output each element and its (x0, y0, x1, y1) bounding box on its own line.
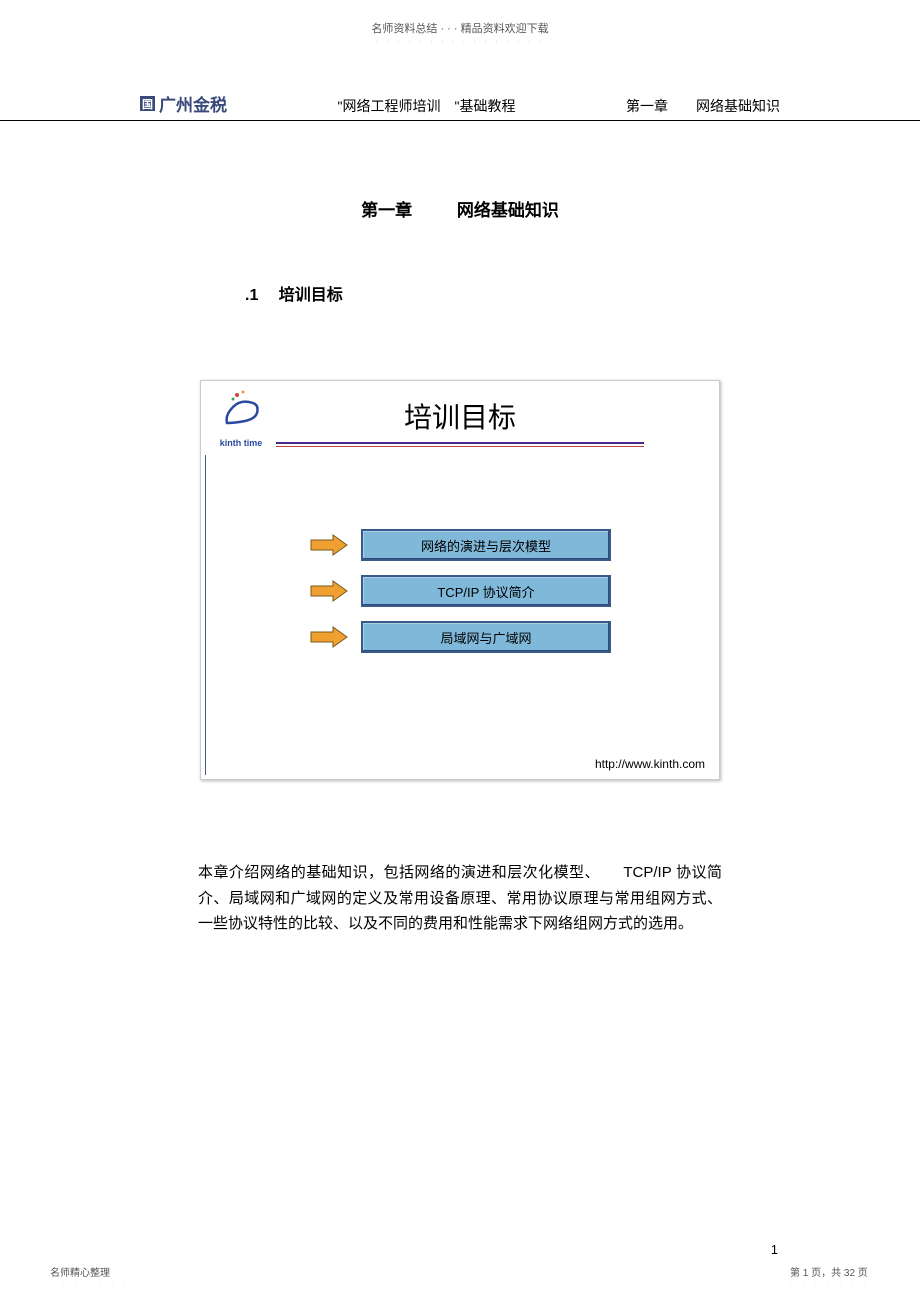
header-center-title: "网络工程师培训 "基础教程 (227, 96, 626, 116)
slide-logo: kinth time (211, 389, 271, 448)
slide-logo-text: kinth time (211, 438, 271, 448)
goal-row: TCP/IP 协议简介 (201, 575, 719, 607)
goal-label: TCP/IP 协议简介 (361, 575, 611, 607)
goal-row: 局域网与广域网 (201, 621, 719, 653)
footer-left-text: 名师精心整理 (50, 1264, 130, 1279)
slide-vertical-divider (205, 455, 206, 775)
footer-left-dots: · · · · · · · (50, 1279, 130, 1286)
logo-square-icon: 国 (140, 96, 155, 111)
header-chapter-ref: 第一章 网络基础知识 (626, 96, 780, 116)
org-logo: 国 广州金税 (140, 91, 227, 116)
footer-left: 名师精心整理 · · · · · · · (50, 1264, 130, 1286)
footer-right-dots: · · · · · · · (790, 1279, 870, 1286)
page-number: 1 (771, 1242, 778, 1257)
chapter-number: 第一章 (361, 201, 412, 220)
slide-url: http://www.kinth.com (595, 757, 705, 771)
chapter-title: 第一章 网络基础知识 (0, 196, 920, 221)
section-title: 培训目标 (279, 287, 343, 304)
footer-right-text: 第 1 页，共 32 页 (790, 1264, 870, 1279)
arrow-icon (309, 625, 349, 649)
slide-container: kinth time 培训目标 网络的演进与层次模型 TCP/IP 协议简介 局… (200, 380, 720, 780)
slide-divider-2 (276, 446, 644, 447)
section-heading: .1 培训目标 (245, 281, 920, 305)
slide-divider-1 (276, 442, 644, 444)
goals-list: 网络的演进与层次模型 TCP/IP 协议简介 局域网与广域网 (201, 529, 719, 653)
goal-label: 网络的演进与层次模型 (361, 529, 611, 561)
body-paragraph: 本章介绍网络的基础知识，包括网络的演进和层次化模型、 TCP/IP 协议简介、局… (198, 860, 722, 937)
chapter-name: 网络基础知识 (457, 201, 559, 220)
goal-row: 网络的演进与层次模型 (201, 529, 719, 561)
org-name: 广州金税 (159, 91, 227, 116)
top-header: 名师资料总结 · · · 精品资料欢迎下载 (0, 0, 920, 36)
kinth-logo-icon (219, 389, 264, 431)
slide-title: 培训目标 (201, 381, 719, 436)
document-header: 国 广州金税 "网络工程师培训 "基础教程 第一章 网络基础知识 (0, 91, 920, 121)
footer-right: 第 1 页，共 32 页 · · · · · · · (790, 1264, 870, 1286)
goal-label: 局域网与广域网 (361, 621, 611, 653)
section-number: .1 (245, 287, 258, 304)
top-header-dots: · · · · · · · · · · · · · · · · (0, 37, 920, 46)
arrow-icon (309, 579, 349, 603)
arrow-icon (309, 533, 349, 557)
